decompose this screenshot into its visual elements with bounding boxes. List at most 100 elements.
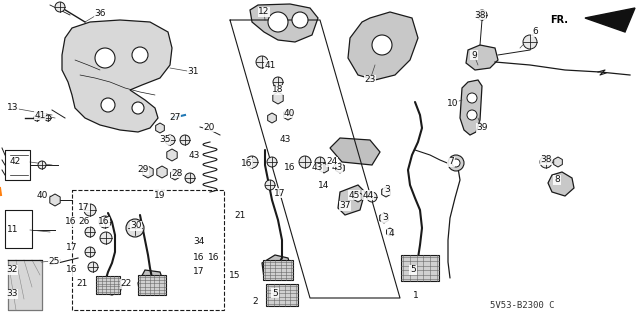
Polygon shape	[250, 4, 318, 42]
Text: 15: 15	[229, 271, 241, 279]
Text: 44: 44	[362, 190, 374, 199]
Text: 40: 40	[284, 108, 294, 117]
Circle shape	[315, 157, 325, 167]
Text: 32: 32	[6, 265, 18, 275]
Polygon shape	[167, 149, 177, 161]
Text: 5: 5	[272, 288, 278, 298]
Text: 1: 1	[413, 292, 419, 300]
Polygon shape	[381, 187, 390, 197]
Text: 16: 16	[67, 265, 77, 275]
Text: FR.: FR.	[550, 15, 568, 25]
Text: 9: 9	[471, 50, 477, 60]
Circle shape	[523, 35, 537, 49]
Polygon shape	[273, 92, 283, 104]
Circle shape	[467, 110, 477, 120]
Text: 2: 2	[252, 298, 258, 307]
Circle shape	[477, 10, 487, 20]
Circle shape	[267, 157, 277, 167]
Text: 40: 40	[36, 191, 48, 201]
Text: 30: 30	[131, 221, 141, 231]
Polygon shape	[171, 170, 179, 180]
Polygon shape	[50, 194, 60, 206]
Text: 22: 22	[120, 279, 132, 288]
Text: 41: 41	[264, 61, 276, 70]
Polygon shape	[319, 163, 328, 173]
Text: 16: 16	[241, 159, 253, 167]
Circle shape	[367, 192, 377, 202]
Circle shape	[101, 98, 115, 112]
Circle shape	[55, 2, 65, 12]
Text: 36: 36	[94, 9, 106, 18]
Polygon shape	[380, 213, 388, 223]
Circle shape	[88, 262, 98, 272]
Text: 4: 4	[388, 229, 394, 239]
Text: 35: 35	[159, 136, 171, 145]
Text: 28: 28	[172, 168, 182, 177]
Text: 14: 14	[318, 181, 330, 189]
Polygon shape	[401, 255, 439, 281]
Text: 18: 18	[272, 85, 284, 94]
Circle shape	[185, 173, 195, 183]
Text: 3: 3	[382, 213, 388, 222]
Text: 16: 16	[99, 218, 109, 226]
Polygon shape	[284, 110, 292, 120]
Circle shape	[132, 47, 148, 63]
Circle shape	[180, 135, 190, 145]
Circle shape	[126, 219, 144, 237]
Polygon shape	[143, 166, 153, 178]
Circle shape	[448, 155, 464, 171]
Polygon shape	[354, 192, 362, 202]
Text: 45: 45	[348, 190, 360, 199]
Text: 23: 23	[364, 76, 376, 85]
Text: 16: 16	[284, 164, 296, 173]
Circle shape	[34, 115, 40, 121]
Polygon shape	[554, 157, 563, 167]
Text: 41: 41	[35, 110, 45, 120]
Polygon shape	[348, 12, 418, 80]
Polygon shape	[96, 276, 120, 294]
Text: 7: 7	[448, 158, 454, 167]
Text: 13: 13	[7, 103, 19, 113]
Circle shape	[273, 77, 283, 87]
Polygon shape	[585, 8, 635, 32]
Circle shape	[540, 156, 552, 168]
Polygon shape	[156, 123, 164, 133]
Circle shape	[246, 156, 258, 168]
Polygon shape	[98, 278, 122, 295]
Circle shape	[100, 232, 112, 244]
Text: 8: 8	[554, 175, 560, 184]
Circle shape	[95, 48, 115, 68]
Circle shape	[452, 159, 460, 167]
Polygon shape	[138, 270, 164, 295]
Circle shape	[128, 221, 142, 235]
Text: 37: 37	[339, 202, 351, 211]
Text: 38: 38	[474, 11, 486, 19]
Text: 42: 42	[10, 158, 20, 167]
Circle shape	[265, 180, 275, 190]
Circle shape	[99, 216, 111, 228]
Text: 39: 39	[476, 123, 488, 132]
Text: 38: 38	[540, 155, 552, 165]
Text: 16: 16	[65, 218, 77, 226]
Circle shape	[84, 204, 96, 216]
Text: 16: 16	[208, 254, 220, 263]
Circle shape	[165, 135, 175, 145]
Circle shape	[372, 35, 392, 55]
Text: 31: 31	[188, 68, 199, 77]
Circle shape	[256, 56, 268, 68]
Text: 17: 17	[193, 268, 205, 277]
Text: 43: 43	[311, 164, 323, 173]
Text: 17: 17	[275, 189, 285, 197]
Circle shape	[85, 247, 95, 257]
Text: 43: 43	[279, 136, 291, 145]
Polygon shape	[8, 260, 42, 310]
Polygon shape	[330, 138, 380, 165]
Polygon shape	[387, 228, 394, 236]
Text: 43: 43	[188, 151, 200, 160]
Text: 26: 26	[78, 218, 90, 226]
Polygon shape	[338, 185, 365, 215]
Circle shape	[467, 93, 477, 103]
Circle shape	[292, 12, 308, 28]
Text: 19: 19	[154, 190, 166, 199]
Text: 16: 16	[193, 253, 205, 262]
